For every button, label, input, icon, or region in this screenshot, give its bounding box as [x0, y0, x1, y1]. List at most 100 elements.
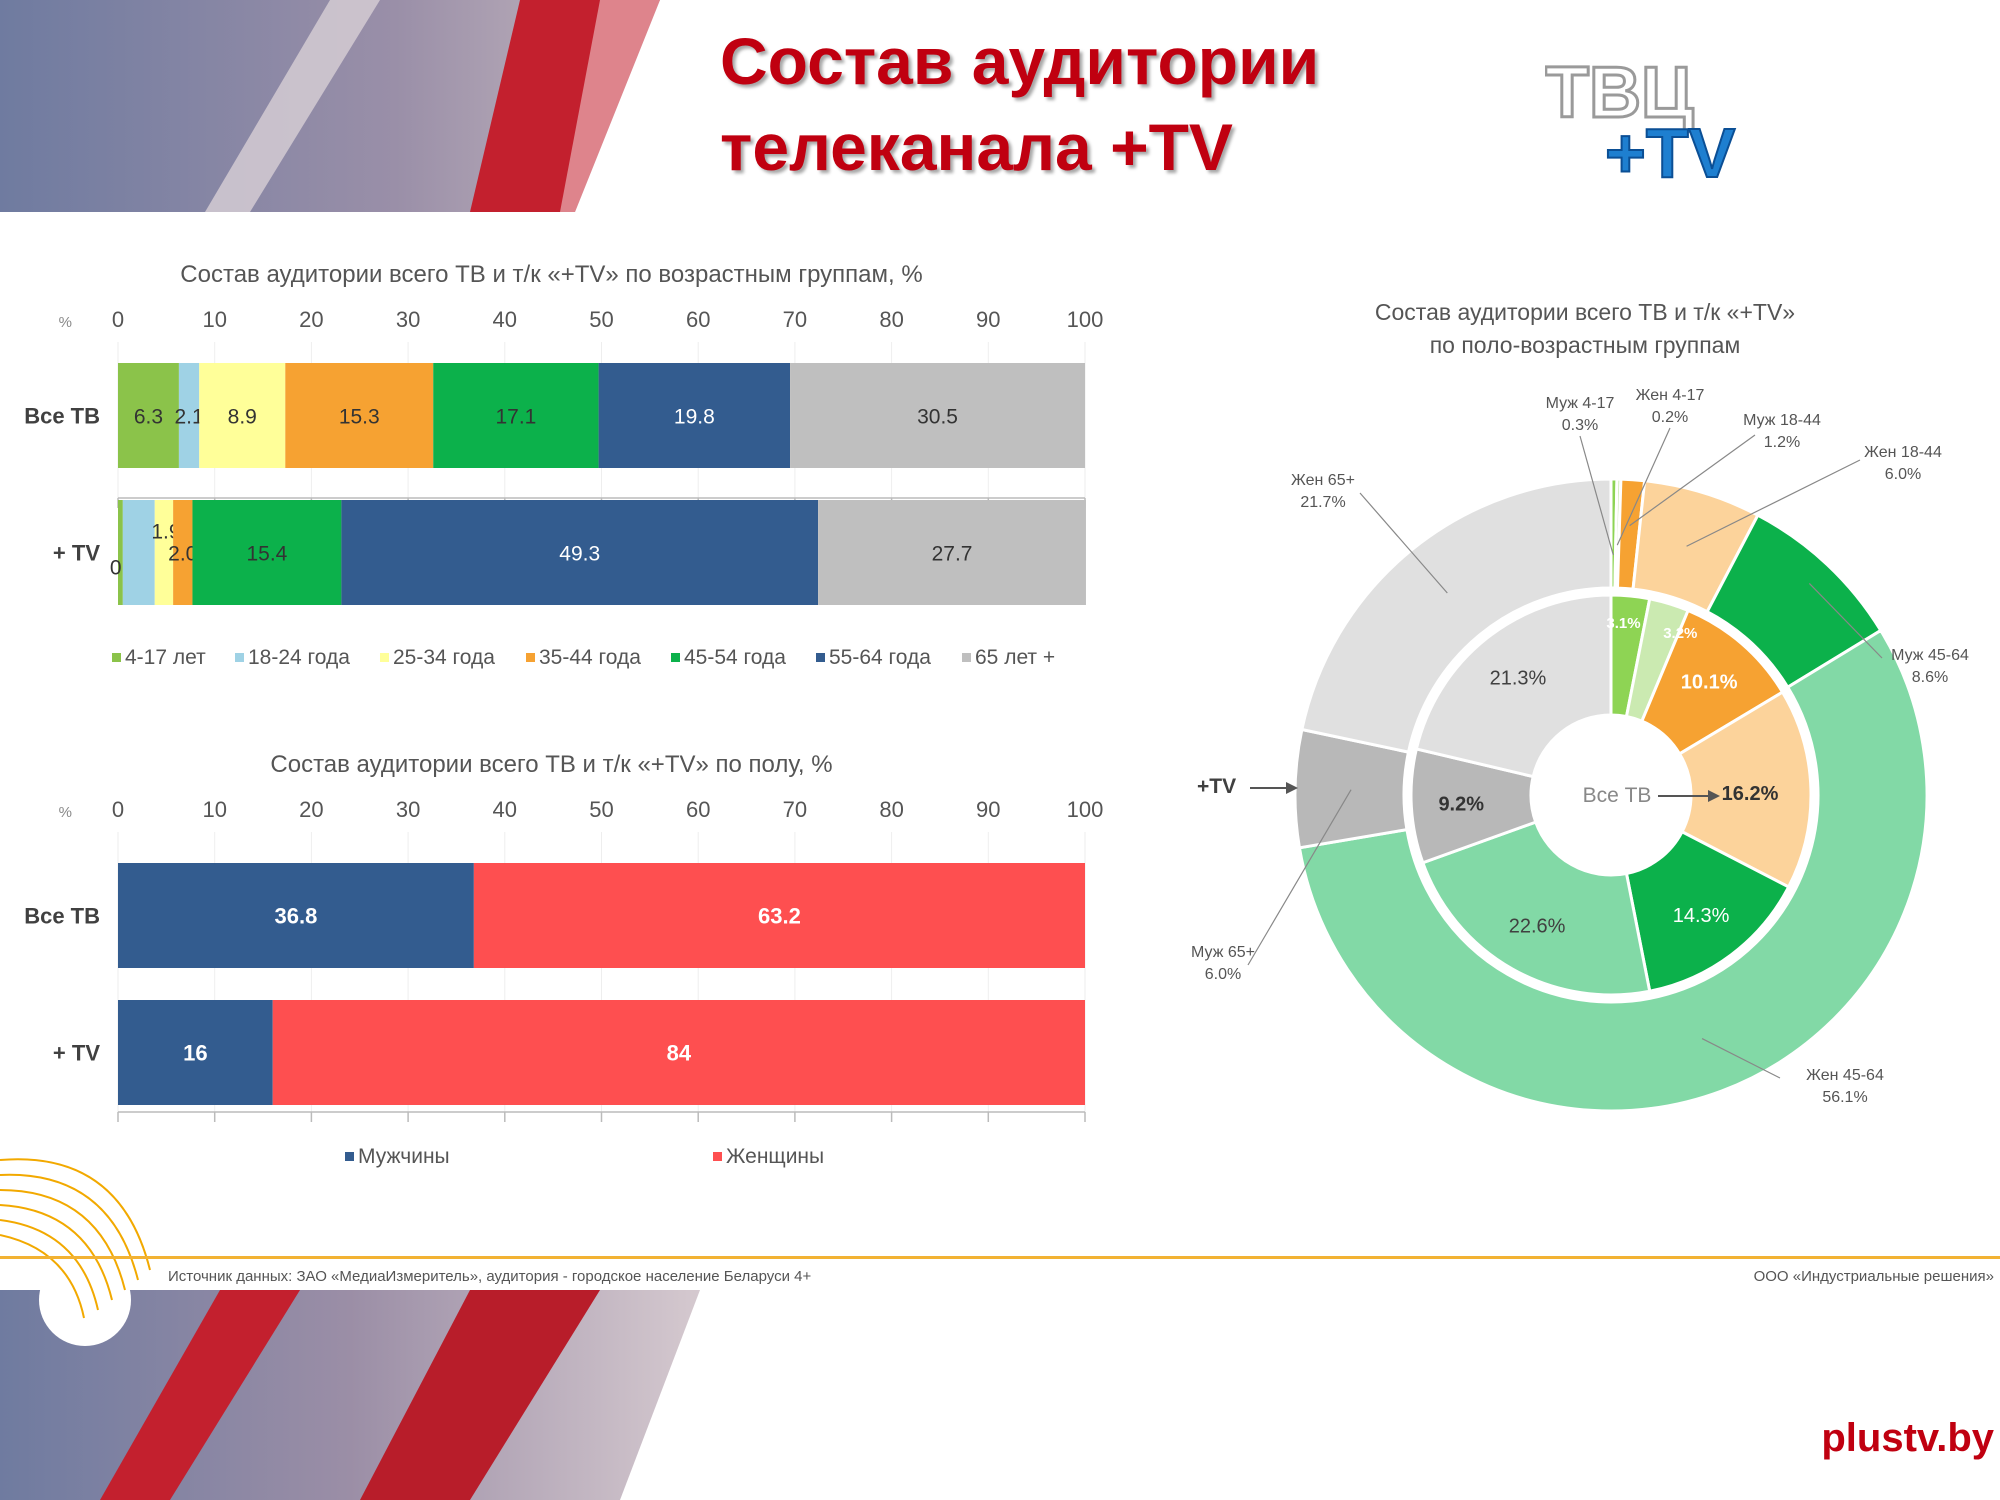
outer-ring-name: Муж 4-17: [1546, 395, 1615, 412]
bar-segment: [272, 1000, 1086, 1105]
x-tick-label: 40: [493, 307, 517, 332]
x-tick-label: 100: [1067, 307, 1104, 332]
decorative-top-banner: [0, 0, 660, 212]
x-tick-label: 0: [112, 797, 124, 822]
bar-segment: [118, 863, 474, 968]
slide-title-line2: телеканала +TV: [720, 110, 1233, 184]
outer-ring-value: 0.2%: [1652, 409, 1688, 426]
donut-slice: [1414, 593, 1613, 779]
category-label: Все ТВ: [24, 904, 100, 929]
bar-segment: [433, 363, 599, 468]
outer-ring-label: +TV: [1197, 775, 1236, 798]
inner-ring-label: 10.1%: [1681, 672, 1738, 694]
legend-label: 45-54 года: [684, 646, 786, 669]
data-source-note: Источник данных: ЗАО «МедиаИзмеритель», …: [168, 1268, 812, 1285]
bar-segment: [285, 363, 434, 468]
x-tick-label: 10: [202, 307, 226, 332]
website-link[interactable]: plustv.by: [1821, 1416, 1994, 1460]
legend-swatch: [235, 653, 244, 662]
outer-ring-name: Жен 4-17: [1636, 387, 1705, 404]
data-label: 63.2: [758, 904, 801, 929]
footer-divider: [0, 1256, 2000, 1259]
data-label: 17.1: [495, 406, 536, 429]
data-label: 49.3: [559, 543, 600, 566]
x-tick-label: 90: [976, 307, 1000, 332]
bar-segment: [473, 863, 1086, 968]
data-label: 2.1: [174, 406, 203, 429]
chart-title: Состав аудитории всего ТВ и т/к «+TV» по…: [180, 261, 922, 288]
outer-ring-value: 21.7%: [1300, 494, 1345, 511]
x-tick-label: 60: [686, 797, 710, 822]
x-tick-label: 30: [396, 307, 420, 332]
x-tick-label: 80: [879, 307, 903, 332]
donut-title-line1: Состав аудитории всего ТВ и т/к «+TV»: [1375, 299, 1795, 325]
outer-ring-value: 6.0%: [1205, 966, 1241, 983]
outer-ring-value: 6.0%: [1885, 466, 1921, 483]
outer-ring-name: Жен 18-44: [1864, 444, 1942, 461]
outer-ring-value: 1.2%: [1764, 434, 1800, 451]
callout-leader: [1359, 492, 1448, 594]
data-label: 15.3: [339, 406, 380, 429]
callout-leader: [1629, 434, 1756, 527]
data-label: 16: [183, 1041, 207, 1066]
legend-label: Мужчины: [358, 1145, 450, 1168]
x-tick-label: 20: [299, 797, 323, 822]
legend-swatch: [713, 1152, 722, 1161]
callout-leader: [1579, 435, 1614, 556]
legend-label: 35-44 года: [539, 646, 641, 669]
x-tick-label: 80: [879, 797, 903, 822]
bar-segment: [118, 363, 179, 468]
logo-bottom-text: +TV: [1605, 114, 1736, 190]
axis-unit-label: %: [59, 804, 72, 821]
legend-swatch: [816, 653, 825, 662]
x-tick-label: 90: [976, 797, 1000, 822]
x-tick-label: 70: [783, 307, 807, 332]
gender-chart: Состав аудитории всего ТВ и т/к «+TV» по…: [24, 751, 1103, 1168]
legend-swatch: [526, 653, 535, 662]
legend-swatch: [112, 653, 121, 662]
data-label: 2.0: [168, 543, 197, 566]
data-label: 19.8: [674, 406, 715, 429]
callout-leader: [1616, 427, 1671, 546]
legend-swatch: [671, 653, 680, 662]
legend-swatch: [380, 653, 389, 662]
x-tick-label: 0: [112, 307, 124, 332]
outer-ring-value: 56.1%: [1822, 1089, 1867, 1106]
category-label: + TV: [53, 541, 100, 566]
donut-slice: [1624, 829, 1791, 993]
outer-ring-name: Муж 65+: [1191, 944, 1255, 961]
bar-segment: [118, 1000, 273, 1105]
legend-label: 18-24 года: [248, 646, 350, 669]
outer-arrow-head: [1286, 782, 1298, 794]
x-tick-label: 50: [589, 307, 613, 332]
donut-slice: [1297, 628, 1929, 1113]
data-label: 27.7: [932, 543, 973, 566]
donut-title-line2: по поло-возрастным группам: [1430, 332, 1741, 358]
data-label: 6.3: [134, 406, 163, 429]
legend-swatch: [345, 1152, 354, 1161]
outer-ring-value: 0.3%: [1562, 417, 1598, 434]
outer-ring-name: Муж 45-64: [1891, 647, 1969, 664]
inner-ring-label: 14.3%: [1673, 905, 1730, 927]
axis-unit-label: %: [59, 314, 72, 331]
bar-segment: [118, 500, 123, 605]
callout-leader: [1701, 1038, 1781, 1079]
age-groups-chart: Состав аудитории всего ТВ и т/к «+TV» по…: [24, 261, 1104, 669]
data-label: 15.4: [246, 543, 287, 566]
x-tick-label: 20: [299, 307, 323, 332]
legend-label: 25-34 года: [393, 646, 495, 669]
inner-ring-label: 9.2%: [1438, 793, 1484, 815]
category-label: Все ТВ: [24, 404, 100, 429]
slide-title: Состав аудитории телеканала +TV: [720, 18, 1319, 190]
data-label: 8.9: [228, 406, 257, 429]
inner-ring-label: 3.1%: [1606, 615, 1640, 632]
sex-age-donut-chart: Состав аудитории всего ТВ и т/к «+TV» по …: [1191, 299, 1969, 1113]
inner-ring-label: 22.6%: [1509, 916, 1566, 938]
donut-slice: [1420, 820, 1652, 997]
bar-segment: [122, 500, 155, 605]
decorative-swirl: [0, 1158, 151, 1319]
bar-segment: [598, 363, 791, 468]
legend-label: 65 лет +: [975, 646, 1055, 669]
bar-segment: [154, 500, 174, 605]
legend-label: Женщины: [726, 1145, 824, 1168]
